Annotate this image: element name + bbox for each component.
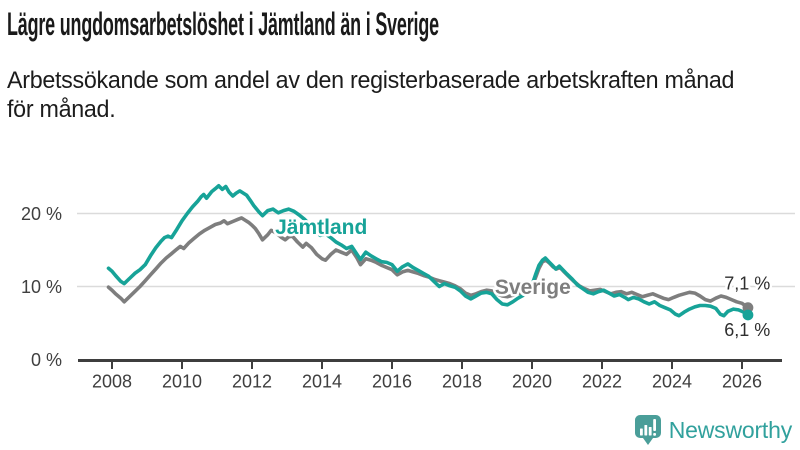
- series-line-jmtland: [106, 183, 750, 318]
- chart-subtitle: Arbetssökande som andel av den registerb…: [7, 66, 757, 124]
- subtitle-line-2: för månad.: [7, 96, 116, 123]
- series-final-value-label-jmtland: 6,1 %: [724, 320, 770, 340]
- chart-title: Lägre ungdomsarbetslöshet i Jämtland än …: [7, 6, 439, 42]
- series-end-dot-jmtland: [742, 309, 754, 321]
- x-axis-tick-label: 2020: [512, 372, 552, 392]
- y-axis-tick-label: 20 %: [21, 204, 62, 224]
- x-axis-tick-label: 2008: [92, 372, 132, 392]
- x-axis-tick-label: 2014: [302, 372, 342, 392]
- y-axis-tick-label: 0 %: [31, 350, 62, 370]
- newsworthy-bubble-barchart-icon: [634, 415, 661, 445]
- line-chart-plot-area: 0 % 10 % 20 % 2008 2010 2012 2014 2016 2018 2020 2…: [21, 183, 795, 392]
- newsworthy-logo: Newsworthy: [634, 413, 792, 447]
- subtitle-line-1: Arbetssökande som andel av den registerb…: [7, 67, 735, 94]
- x-axis-tick-label: 2022: [582, 372, 622, 392]
- series-name-label-sverige: Sverige: [495, 276, 571, 299]
- newsworthy-logo-text: Newsworthy: [668, 416, 792, 443]
- x-axis-tick-label: 2018: [442, 372, 482, 392]
- x-axis-tick-label: 2026: [722, 372, 762, 392]
- y-axis-tick-label: 10 %: [21, 277, 62, 297]
- series-name-label-jmtland: Jämtland: [275, 216, 367, 239]
- x-axis-tick-label: 2024: [652, 372, 692, 392]
- series-final-value-label-sverige: 7,1 %: [724, 273, 770, 293]
- x-axis-tick-label: 2016: [372, 372, 412, 392]
- x-axis-tick-label: 2012: [232, 372, 272, 392]
- series-line-sverige: [106, 216, 750, 310]
- x-axis-tick-label: 2010: [162, 372, 202, 392]
